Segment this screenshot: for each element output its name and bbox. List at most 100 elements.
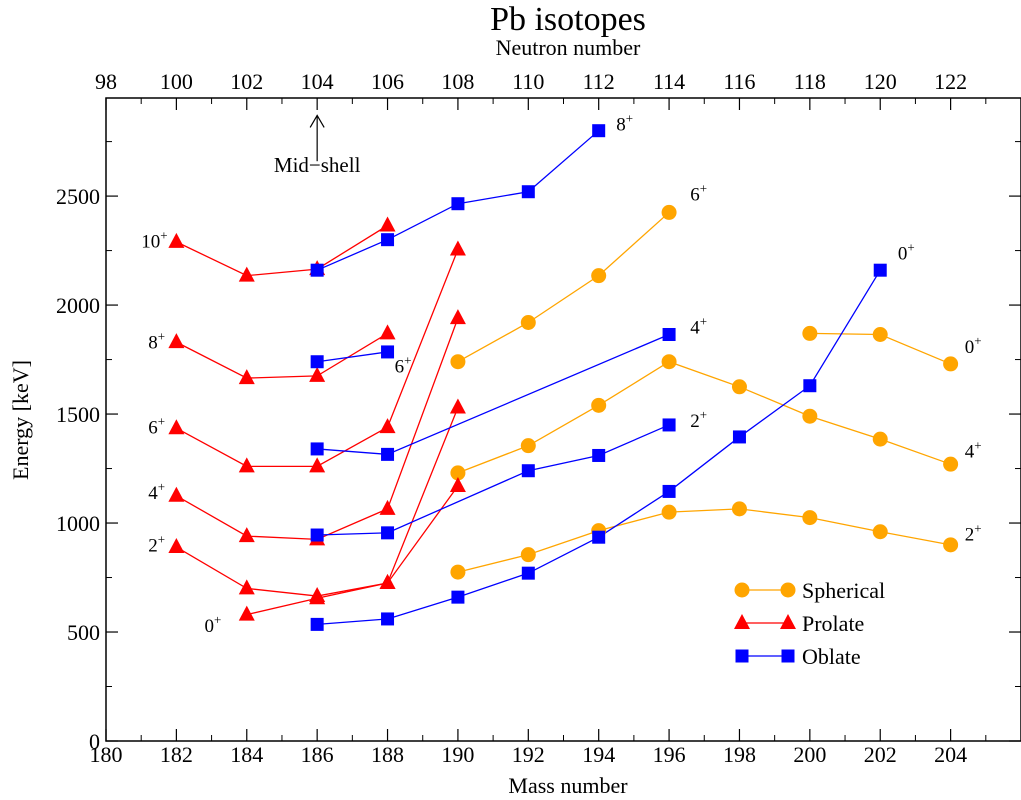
plot-frame [105,97,1021,742]
prolate-point [238,266,255,282]
prolate-series-line [176,407,459,597]
spherical-point [731,379,747,395]
prolate-point [168,419,185,435]
level-label: 0+ [965,333,982,358]
prolate-point [449,398,466,414]
oblate-point [521,566,535,580]
level-label: 10+ [141,227,167,252]
x-axis-title: Mass number [508,773,628,798]
x-tick-label: 180 [90,742,123,767]
oblate-point [592,530,606,544]
oblate-point [381,612,395,626]
spherical-point [520,315,536,331]
y-tick-label: 2500 [56,184,100,209]
top-tick-label: 112 [583,69,615,94]
level-label: 4+ [965,438,982,463]
oblate-point [592,448,606,462]
legend-label: Spherical [802,578,885,603]
oblate-point [381,447,395,461]
spherical-point [872,431,888,447]
prolate-point [168,232,185,248]
prolate-point [238,527,255,543]
top-tick-label: 98 [95,69,117,94]
prolate-series-line [176,224,388,277]
y-tick-label: 2000 [56,293,100,318]
x-tick-label: 200 [793,742,826,767]
prolate-point [379,573,396,589]
top-axis-title: Neutron number [496,35,641,60]
oblate-point [662,327,676,341]
prolate-point [379,324,396,340]
level-label: 2+ [965,520,982,545]
x-tick-label: 196 [653,742,686,767]
spherical-point [734,582,750,598]
spherical-point [872,326,888,342]
x-tick-label: 184 [230,742,263,767]
level-label: 0+ [205,612,222,637]
prolate-point [309,366,326,382]
prolate-series-line [176,317,459,541]
oblate-point [521,464,535,478]
top-tick-label: 120 [864,69,897,94]
x-tick-label: 194 [582,742,615,767]
top-tick-label: 108 [441,69,474,94]
level-label: 2+ [690,407,707,432]
mid-shell-arrowhead [309,114,325,128]
spherical-point [731,501,747,517]
spherical-point [661,504,677,520]
prolate-point [238,579,255,595]
y-tick-label: 1500 [56,402,100,427]
level-label: 4+ [148,479,165,504]
spherical-point [943,456,959,472]
x-tick-label: 182 [160,742,193,767]
prolate-point [734,614,750,629]
x-tick-label: 188 [371,742,404,767]
oblate-point [521,185,535,199]
oblate-series-line [317,269,881,626]
oblate-point [310,528,324,542]
oblate-point [451,197,465,211]
oblate-point [381,233,395,247]
oblate-point [873,263,887,277]
level-label: 6+ [690,180,707,205]
spherical-series-line [457,361,951,474]
x-tick-label: 202 [864,742,897,767]
prolate-point [379,216,396,232]
level-label: 8+ [616,111,633,136]
prolate-point [238,369,255,385]
oblate-point [310,442,324,456]
prolate-point [168,333,185,349]
spherical-point [802,408,818,424]
level-label: 6+ [395,353,412,378]
oblate-point [803,379,817,393]
prolate-point [780,614,796,629]
x-tick-label: 190 [441,742,474,767]
top-tick-label: 116 [723,69,755,94]
top-tick-label: 100 [160,69,193,94]
spherical-series-line [457,211,670,363]
prolate-series-line [176,332,388,379]
chart-title: Pb isotopes [490,1,646,38]
legend: Spherical Prolate Oblate [734,578,885,669]
prolate-point [449,309,466,325]
y-tick-label: 0 [89,729,100,754]
spherical-point [591,397,607,413]
spherical-point [450,564,466,580]
oblate-point [310,617,324,631]
legend-label: Prolate [802,611,864,636]
spherical-point [661,204,677,220]
level-label: 2+ [148,531,165,556]
prolate-point [238,605,255,621]
prolate-point [309,587,326,603]
spherical-point [520,547,536,563]
oblate-point [381,526,395,540]
level-label: 6+ [148,414,165,439]
top-tick-label: 118 [794,69,826,94]
x-tick-label: 198 [723,742,756,767]
spherical-point [943,356,959,372]
level-label: 0+ [898,239,915,264]
oblate-point [310,263,324,277]
top-tick-label: 110 [512,69,544,94]
oblate-point [732,430,746,444]
spherical-point [802,510,818,526]
